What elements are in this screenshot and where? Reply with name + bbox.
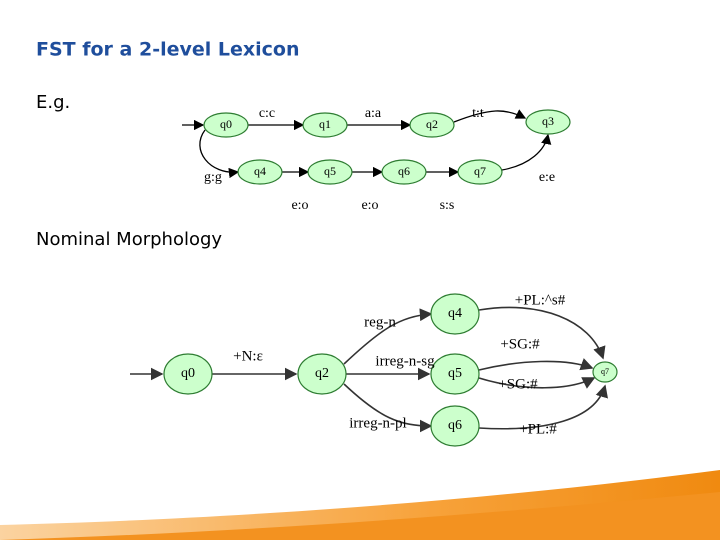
edge-label: +PL:# bbox=[519, 421, 557, 437]
edge-label: irreg-n-sg bbox=[375, 353, 435, 369]
edge-label: +SG:# bbox=[498, 376, 538, 392]
state-label: q2 bbox=[315, 366, 329, 381]
state-node bbox=[237, 159, 283, 185]
bottom-edge-labels: +N:ε reg-n irreg-n-sg irreg-n-pl +PL:^s#… bbox=[233, 292, 566, 437]
state-node bbox=[307, 159, 353, 185]
state-label: q7 bbox=[474, 164, 486, 178]
edge-label: t:t bbox=[472, 106, 484, 121]
state-node bbox=[409, 112, 455, 138]
state-label: q0 bbox=[181, 366, 195, 381]
top-edge-labels: c:c a:a t:t g:g e:o e:o s:s e:e bbox=[204, 106, 555, 213]
edge-label: e:e bbox=[539, 170, 555, 185]
edge-label: g:g bbox=[204, 170, 222, 185]
footer-decoration bbox=[0, 470, 720, 540]
state-node bbox=[592, 361, 618, 383]
edge-label: s:s bbox=[440, 198, 455, 213]
state-node bbox=[163, 353, 213, 395]
state-node bbox=[457, 159, 503, 185]
state-label: q2 bbox=[426, 117, 438, 131]
edge-label: c:c bbox=[259, 106, 275, 121]
bottom-nodes: q0 q2 q4 q5 q6 q7 bbox=[163, 293, 618, 447]
top-nodes: q0 q1 q2 q3 q4 q5 q6 q7 bbox=[203, 109, 571, 185]
state-label: q3 bbox=[542, 114, 554, 128]
edge-label: e:o bbox=[361, 198, 378, 213]
top-edges bbox=[182, 109, 552, 179]
state-node bbox=[430, 293, 480, 335]
bottom-edges bbox=[130, 306, 608, 433]
state-label: q5 bbox=[448, 366, 462, 381]
state-label: q7 bbox=[601, 367, 609, 376]
example-label: E.g. bbox=[36, 92, 70, 113]
edge-label: reg-n bbox=[364, 314, 396, 330]
state-label: q6 bbox=[398, 164, 410, 178]
edge-label: a:a bbox=[365, 106, 382, 121]
edge-label: irreg-n-pl bbox=[349, 415, 406, 431]
edge-label: +N:ε bbox=[233, 348, 263, 364]
state-node bbox=[430, 353, 480, 395]
edge-label: +PL:^s# bbox=[515, 292, 566, 308]
section-label: Nominal Morphology bbox=[36, 229, 222, 250]
state-node bbox=[203, 112, 249, 138]
state-node bbox=[525, 109, 571, 135]
state-label: q4 bbox=[448, 306, 462, 321]
state-label: q0 bbox=[220, 117, 232, 131]
edge-label: +SG:# bbox=[500, 336, 540, 352]
state-node bbox=[381, 159, 427, 185]
state-label: q6 bbox=[448, 418, 462, 433]
slide-title: FST for a 2-level Lexicon bbox=[36, 39, 300, 61]
state-node bbox=[430, 405, 480, 447]
state-label: q4 bbox=[254, 164, 266, 178]
edge-label: e:o bbox=[291, 198, 308, 213]
state-node bbox=[297, 353, 347, 395]
state-label: q1 bbox=[319, 117, 331, 131]
state-node bbox=[302, 112, 348, 138]
state-label: q5 bbox=[324, 164, 336, 178]
